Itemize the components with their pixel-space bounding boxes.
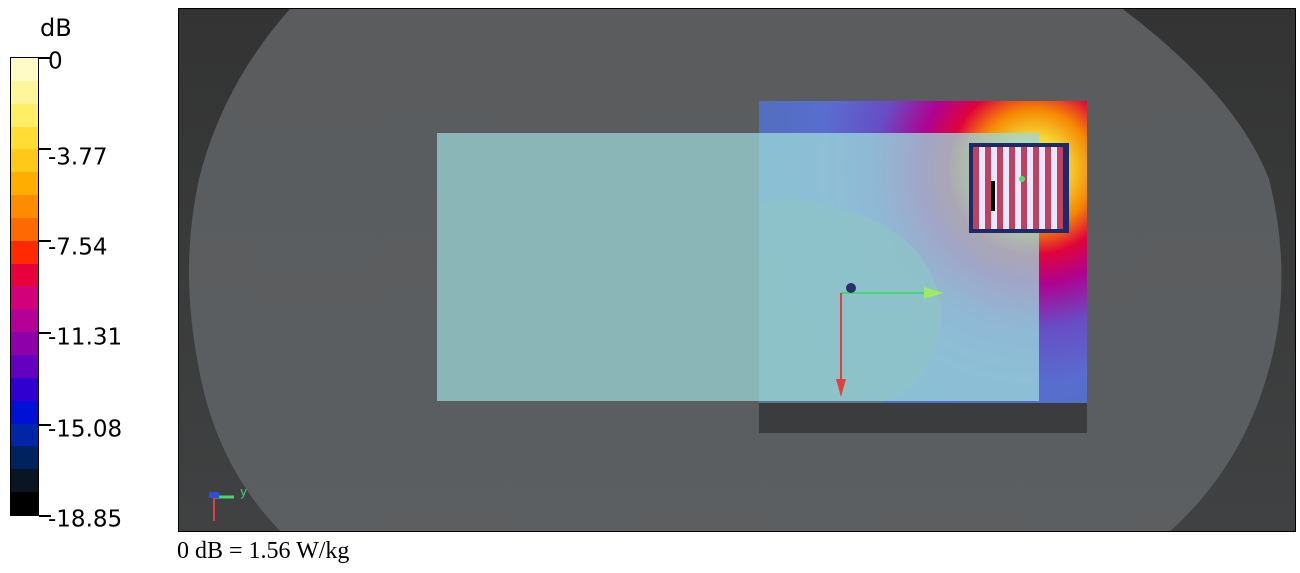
legend-swatch (11, 377, 38, 401)
legend-tick-label: -18.85 (48, 506, 123, 533)
legend-tick (39, 332, 51, 334)
flat-plate (437, 133, 1039, 401)
legend-tick (39, 515, 51, 517)
legend-swatch (11, 469, 38, 493)
legend-swatch (11, 195, 38, 218)
legend-swatch (11, 332, 38, 355)
scene-graphic (179, 9, 1295, 531)
legend-unit: dB (40, 14, 72, 42)
legend-tick (39, 240, 51, 242)
legend-swatch (11, 492, 38, 515)
legend-tick (39, 424, 51, 426)
legend-swatch (11, 217, 38, 241)
legend-swatch (11, 263, 38, 287)
legend-swatch (11, 400, 38, 424)
legend-swatch (11, 423, 38, 447)
legend-tick-label: -7.54 (48, 234, 108, 261)
color-scale-bar (10, 57, 39, 516)
3d-viewport[interactable]: y (178, 8, 1296, 532)
legend-swatch (11, 286, 38, 310)
legend-swatch (11, 354, 38, 378)
origin-axes (836, 283, 944, 397)
legend-tick-label: -11.31 (48, 324, 123, 351)
legend-swatch (11, 446, 38, 470)
legend-swatch (11, 309, 38, 333)
legend-swatch (11, 80, 38, 104)
legend-swatch (11, 172, 38, 196)
legend-swatch (11, 149, 38, 173)
mini-axes-y-label: y (240, 485, 248, 499)
color-scale-legend: dB 0 -3.77 -7.54 -11.31 -15.08 -18.85 (0, 0, 170, 540)
legend-tick-label: -3.77 (48, 144, 108, 171)
legend-swatch (11, 103, 38, 127)
legend-swatch (11, 58, 38, 81)
legend-tick-label: -15.08 (48, 416, 123, 443)
legend-tick (39, 148, 51, 150)
device-model (969, 143, 1069, 233)
legend-swatch (11, 240, 38, 264)
legend-tick (39, 57, 51, 59)
legend-swatch (11, 126, 38, 150)
legend-tick-label: 0 (48, 48, 63, 75)
scale-reference-note: 0 dB = 1.56 W/kg (177, 538, 350, 564)
mini-axes-icon (209, 492, 234, 521)
